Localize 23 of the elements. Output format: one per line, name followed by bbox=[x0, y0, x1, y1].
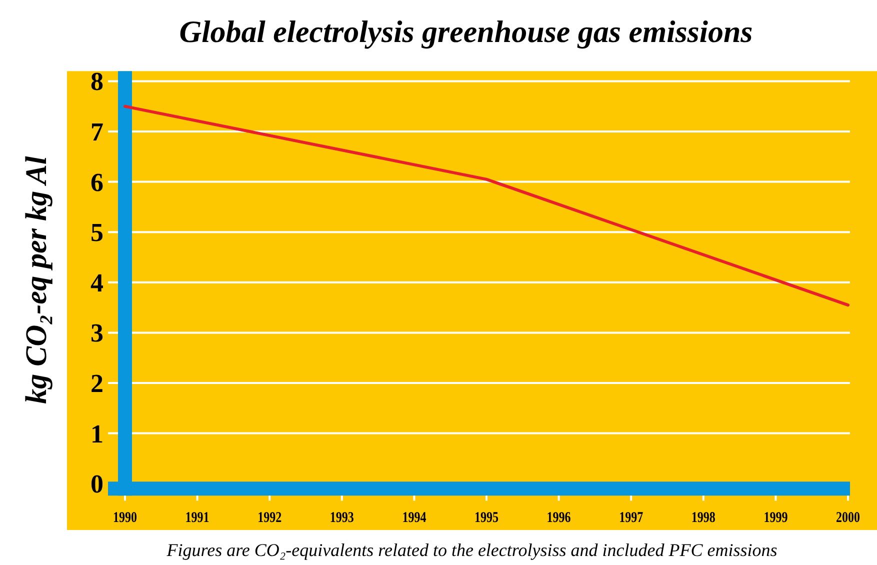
y-tick-label: 6 bbox=[90, 168, 104, 197]
x-tick-label: 1992 bbox=[258, 508, 282, 526]
y-tick-label: 4 bbox=[90, 268, 104, 298]
text: Figures are CO₂-equivalents related to the electrolysiss and included PFC emissions bbox=[166, 540, 778, 560]
y-tick-label: 2 bbox=[90, 369, 104, 398]
y-tick-label: 3 bbox=[90, 318, 104, 348]
x-tick-label: 1998 bbox=[691, 508, 716, 526]
x-tick-label: 1990 bbox=[113, 508, 138, 526]
x-tick-label: 1994 bbox=[402, 508, 426, 526]
x-tick-label: 1997 bbox=[619, 508, 644, 526]
chart-title: Global electrolysis greenhouse gas emissions bbox=[179, 14, 753, 49]
y-tick-label: 1 bbox=[90, 419, 104, 448]
y-tick-label: 7 bbox=[90, 118, 104, 146]
x-tick-label: 1996 bbox=[546, 508, 571, 526]
y-tick-label: 8 bbox=[90, 67, 104, 96]
x-tick-label: 1993 bbox=[330, 508, 354, 526]
x-tick-label: 1991 bbox=[185, 508, 210, 526]
y-tick-label: 5 bbox=[90, 218, 104, 248]
x-tick-label: 1995 bbox=[474, 508, 499, 526]
y-axis-title: kg CO₂-eq per kg Al bbox=[20, 156, 53, 404]
y-tick-label: 0 bbox=[90, 470, 104, 499]
x-tick-label: 1999 bbox=[764, 508, 788, 526]
x-tick-label: 2000 bbox=[836, 508, 860, 526]
